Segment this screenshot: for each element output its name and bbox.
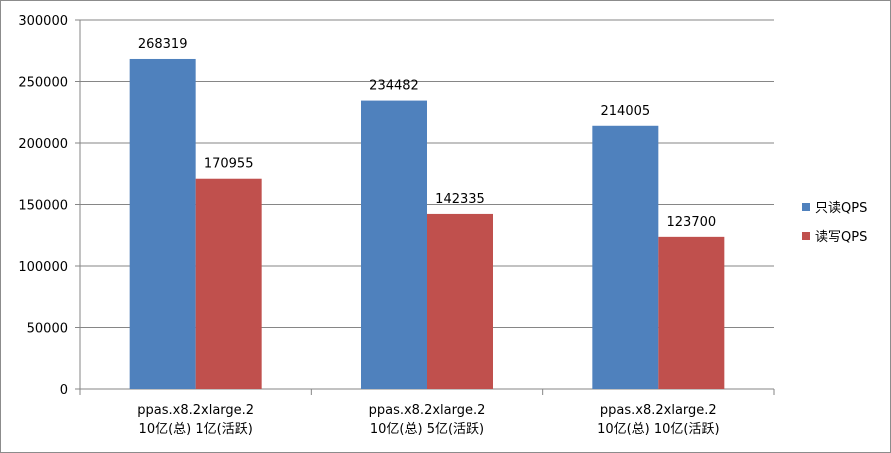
- data-label: 268319: [138, 37, 188, 52]
- legend-label: 只读QPS: [815, 201, 867, 216]
- y-tick-label: 300000: [18, 14, 68, 29]
- bar: [427, 213, 493, 389]
- bar: [658, 236, 725, 389]
- x-category-label: ppas.x8.2xlarge.2: [369, 403, 486, 418]
- x-category-label: 10亿(总) 10亿(活跃): [597, 422, 720, 437]
- legend-swatch: [802, 232, 810, 240]
- bar: [361, 100, 427, 389]
- y-tick-label: 50000: [27, 322, 68, 337]
- bar: [592, 125, 659, 389]
- data-label: 123700: [667, 215, 717, 230]
- x-category-label: ppas.x8.2xlarge.2: [137, 403, 254, 418]
- x-category-label: 10亿(总) 1亿(活跃): [139, 422, 253, 437]
- legend-label: 读写QPS: [815, 230, 867, 245]
- y-tick-label: 200000: [18, 137, 68, 152]
- y-tick-label: 150000: [18, 199, 68, 214]
- y-tick-label: 100000: [18, 260, 68, 275]
- y-tick-label: 250000: [18, 76, 68, 91]
- data-label: 214005: [601, 104, 651, 119]
- data-label: 170955: [204, 157, 254, 172]
- x-category-label: 10亿(总) 5亿(活跃): [370, 422, 484, 437]
- bar: [129, 58, 196, 390]
- x-category-label: ppas.x8.2xlarge.2: [600, 403, 717, 418]
- bar: [195, 178, 262, 389]
- data-label: 142335: [435, 192, 485, 207]
- legend-swatch: [802, 203, 810, 211]
- y-tick-label: 0: [60, 383, 68, 398]
- data-label: 234482: [369, 79, 419, 94]
